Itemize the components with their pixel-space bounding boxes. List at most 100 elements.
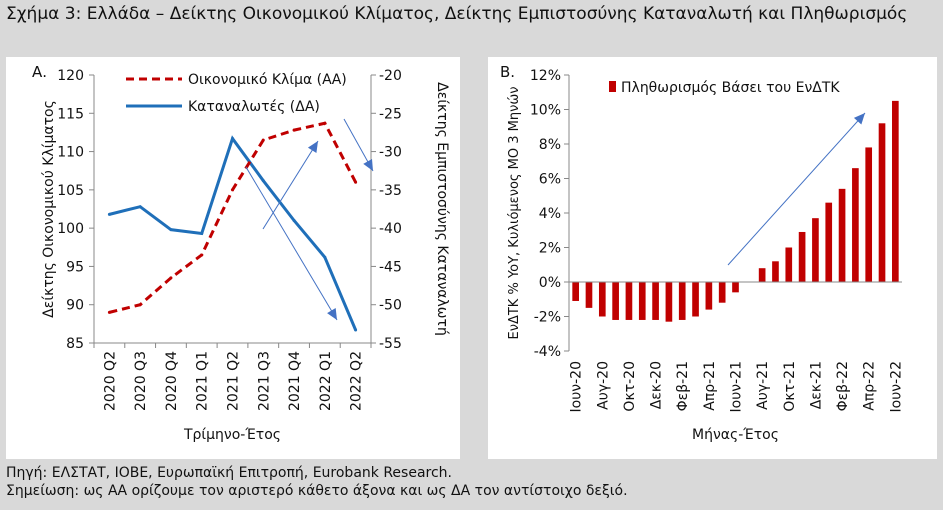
- bar: [678, 282, 686, 320]
- x-tick-label: Οκτ-20: [622, 361, 638, 412]
- data-point-consumers: [169, 228, 173, 232]
- data-point-economic-climate: [169, 276, 173, 280]
- trend-arrow-up-head: [853, 113, 865, 125]
- source-note: Πηγή: ΕΛΣΤΑΤ, ΙΟΒΕ, Ευρωπαϊκή Επιτροπή, …: [6, 465, 452, 481]
- y-tick-label: 4%: [539, 206, 561, 222]
- x-tick-label: 2021 Q3: [256, 351, 272, 411]
- y-axis-title: ΕνΔΤΚ % YoY, Κυλιόμενος ΜΟ 3 Μηνών: [507, 86, 522, 339]
- x-tick-label: 2020 Q4: [164, 351, 180, 411]
- x-tick-label: Αυγ-21: [755, 361, 771, 410]
- chart-a-svg: Α. 85 90 95 100 105 110 115 120 -55 -50 -45 -40 -35 -3…: [32, 63, 450, 443]
- x-tick-label: Απρ-22: [862, 361, 878, 411]
- bar: [718, 282, 726, 303]
- data-point-economic-climate: [323, 121, 327, 125]
- x-tick-label: Απρ-21: [702, 361, 718, 411]
- x-tick-label: Ιουν-20: [569, 361, 585, 412]
- right-y-tick-label: -25: [379, 106, 402, 122]
- panel-a-label: Α.: [32, 63, 47, 81]
- bar: [812, 218, 819, 282]
- y-tick-label: 6%: [539, 172, 561, 188]
- data-point-economic-climate: [231, 188, 234, 192]
- data-point-economic-climate: [354, 180, 358, 184]
- y-tick-label: 12%: [530, 68, 561, 84]
- left-y-tick-label: 85: [66, 336, 84, 352]
- bar: [892, 100, 899, 282]
- trend-arrow-up: [262, 140, 319, 230]
- y-tick-label: 8%: [539, 137, 561, 153]
- trend-arrow-up: [727, 112, 866, 266]
- data-point-consumers: [107, 212, 111, 216]
- bar: [625, 282, 633, 320]
- legend-label-consumers: Καταναλωτές (ΔΑ): [188, 99, 320, 115]
- x-tick-label: Δεκ-20: [649, 361, 665, 409]
- bar: [732, 282, 739, 293]
- series-line-economic-climate: [109, 121, 357, 314]
- data-point-economic-climate: [261, 138, 265, 142]
- bar: [758, 268, 766, 282]
- x-tick-label: 2021 Q2: [226, 351, 242, 411]
- bar: [612, 282, 619, 320]
- trend-arrow-up-head: [307, 141, 318, 153]
- x-tick-label: 2020 Q3: [133, 351, 149, 411]
- bar: [785, 247, 793, 282]
- right-y-tick-label: -50: [379, 298, 402, 314]
- bar: [692, 282, 699, 317]
- left-y-tick-label: 115: [57, 106, 84, 122]
- bar: [705, 282, 713, 310]
- legend-label-economic-climate: Οικονομικό Κλίμα (ΑΑ): [188, 72, 347, 88]
- x-axis-title: Τρίμηνο-Έτος: [183, 427, 281, 443]
- x-tick-label: Δεκ-21: [808, 361, 824, 409]
- x-tick-label: Φεβ-22: [835, 361, 851, 411]
- chart-b-svg: Β. -4% -2% 0% 2% 4% 6% 8% 10% 12% Ιουν-20 Αυγ-20 Οκτ…: [500, 63, 904, 443]
- bar: [878, 123, 886, 282]
- remark-note: Σημείωση: ως ΑΑ ορίζουμε τον αριστερό κά…: [6, 483, 628, 499]
- bar: [652, 282, 659, 320]
- bar: [825, 202, 833, 282]
- data-point-economic-climate: [200, 253, 204, 257]
- left-y-tick-label: 105: [57, 183, 84, 199]
- left-y-tick-label: 120: [57, 68, 84, 84]
- chart-panel-a: Α. 85 90 95 100 105 110 115 120 -55 -50 -45 -40 -35 -3…: [6, 57, 460, 459]
- y-tick-label: -2%: [534, 310, 561, 326]
- x-tick-label: Φεβ-21: [675, 361, 691, 411]
- bar: [772, 261, 779, 282]
- bar: [638, 282, 646, 320]
- y-tick-label: 2%: [539, 241, 561, 257]
- bar: [585, 282, 593, 308]
- left-y-tick-label: 95: [66, 259, 84, 275]
- series-line-consumers: [109, 135, 357, 331]
- x-axis-title: Μήνας-Έτος: [692, 427, 779, 443]
- data-point-consumers: [261, 179, 265, 183]
- left-y-tick-label: 110: [57, 145, 84, 161]
- bar: [865, 147, 873, 282]
- left-y-tick-label: 100: [57, 221, 84, 237]
- x-tick-label: 2022 Q1: [318, 351, 334, 411]
- x-tick-label: Ιουν-22: [888, 361, 904, 412]
- x-tick-label: 2020 Q2: [102, 351, 118, 411]
- trend-arrow-down: [245, 166, 338, 321]
- x-tick-label: Αυγ-20: [595, 361, 611, 410]
- legend-swatch-inflation: [609, 81, 616, 92]
- bar: [852, 168, 859, 282]
- y-tick-label: 0%: [539, 275, 561, 291]
- left-y-tick-label: 90: [66, 298, 84, 314]
- chart-panel-b: Β. -4% -2% 0% 2% 4% 6% 8% 10% 12% Ιουν-20 Αυγ-20 Οκτ…: [488, 57, 937, 459]
- trend-arrow-down-short-head: [363, 158, 373, 171]
- y-tick-label: -4%: [534, 344, 561, 360]
- data-point-economic-climate: [107, 310, 111, 314]
- x-tick-label: 2022 Q2: [349, 351, 365, 411]
- data-point-consumers: [354, 328, 358, 332]
- trend-arrow-down-head: [327, 307, 337, 320]
- data-point-consumers: [292, 218, 296, 222]
- right-y-tick-label: -45: [379, 259, 402, 275]
- data-point-consumers: [231, 137, 234, 141]
- bar: [665, 282, 673, 322]
- data-point-consumers: [323, 255, 327, 259]
- right-y-tick-label: -35: [379, 183, 402, 199]
- data-point-economic-climate: [138, 303, 142, 307]
- right-y-tick-label: -40: [379, 221, 402, 237]
- bar: [572, 282, 579, 301]
- panel-b-label: Β.: [500, 63, 515, 81]
- data-point-consumers: [200, 232, 204, 236]
- y-tick-label: 10%: [530, 103, 561, 119]
